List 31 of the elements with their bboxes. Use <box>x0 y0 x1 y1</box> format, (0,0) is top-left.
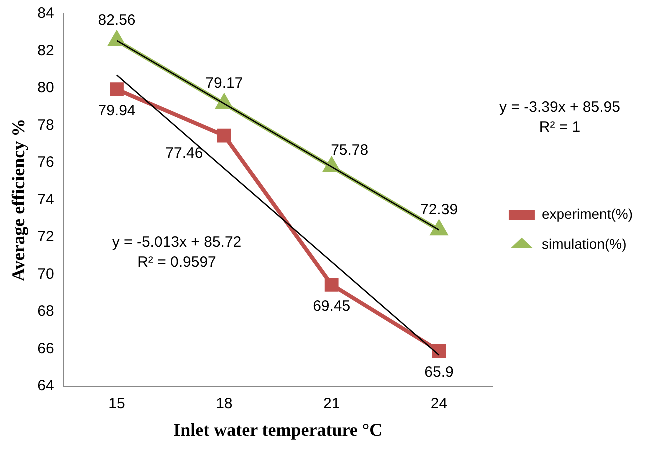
y-tick-label: 78 <box>38 116 54 134</box>
text: y = -3.39x + 85.95 <box>500 99 620 116</box>
y-tick-label: 82 <box>38 42 54 60</box>
y-tick-label: 76 <box>38 154 54 172</box>
y-tick-label: 84 <box>38 5 54 22</box>
data-label: 79.94 <box>98 102 136 120</box>
data-label: 79.17 <box>206 75 244 92</box>
data-label: 69.45 <box>313 298 351 316</box>
y-tick-label: 64 <box>38 378 54 395</box>
x-tick-label: 21 <box>323 396 340 413</box>
legend-label: simulation(%) <box>542 236 627 252</box>
annotation: y = -5.013x + 85.72 <box>112 234 242 252</box>
text: R² = 1 <box>539 119 581 136</box>
data-label: 75.78 <box>331 142 369 160</box>
y-tick-label: 66 <box>38 340 54 358</box>
y-axis-title: Average efficiency % <box>8 118 28 282</box>
y-tick-label: 72 <box>38 228 54 246</box>
y-tick-label: 68 <box>38 303 54 320</box>
y-tick-label: 74 <box>38 191 54 208</box>
y-tick-label: 80 <box>38 80 54 97</box>
x-tick-label: 15 <box>108 396 126 413</box>
x-tick-label: 24 <box>430 396 448 413</box>
y-tick-label: 70 <box>38 266 54 283</box>
data-label: 65.9 <box>424 364 454 382</box>
data-label: 77.46 <box>166 144 204 162</box>
data-label: 72.39 <box>420 201 458 218</box>
data-label: 82.56 <box>98 12 136 29</box>
annotation: R² = 0.9597 <box>138 254 216 272</box>
x-tick-label: 18 <box>216 396 233 413</box>
x-axis-title: Inlet water temperature °C <box>174 420 383 440</box>
legend-label: experiment(%) <box>542 206 634 222</box>
